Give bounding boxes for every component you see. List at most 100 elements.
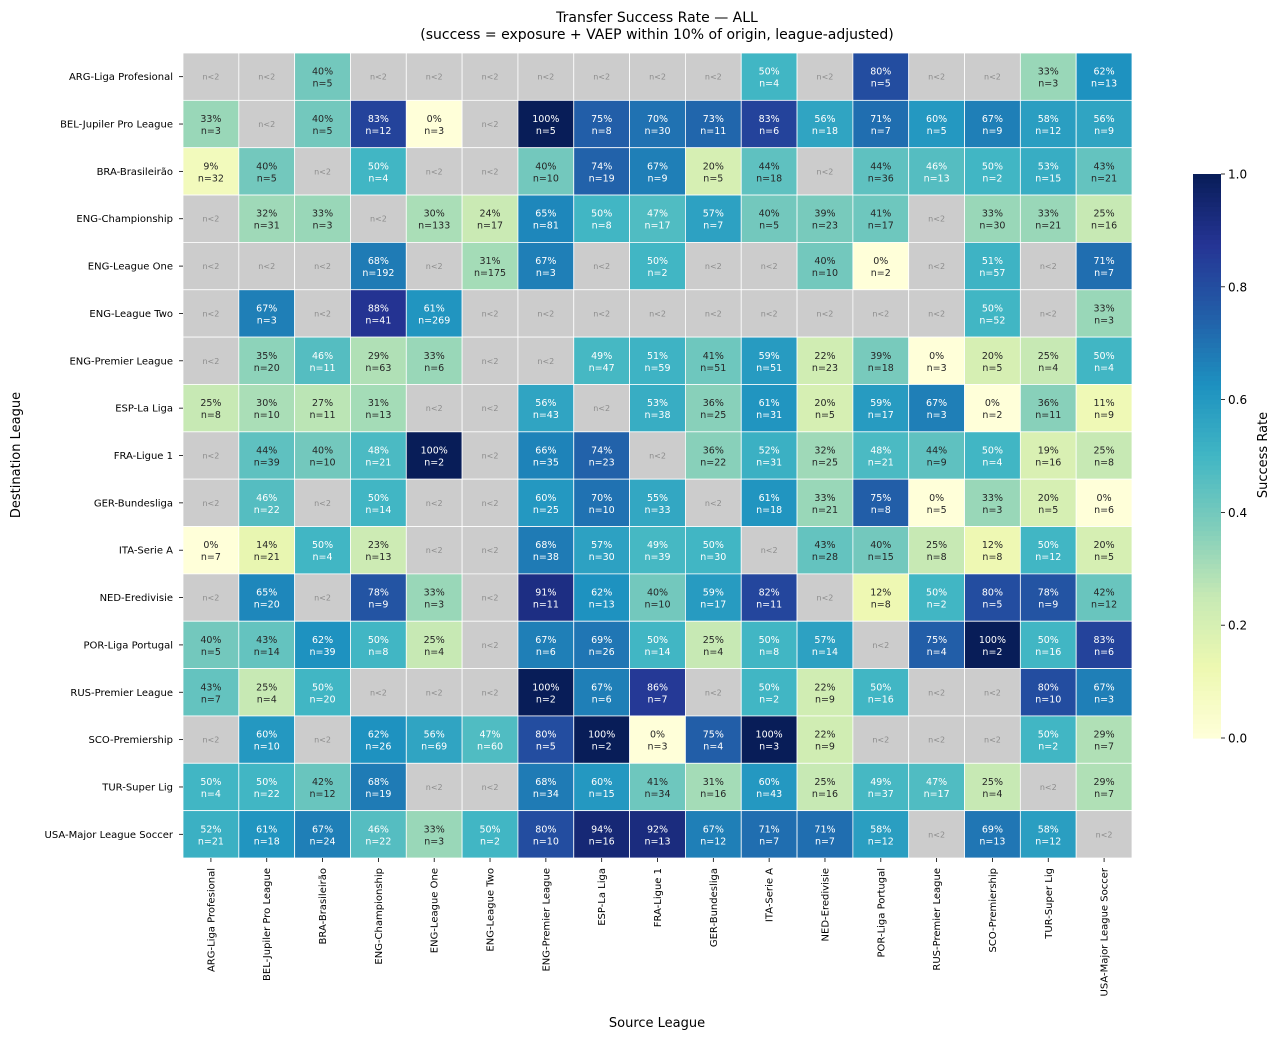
cell-rate-label: 44% — [870, 161, 891, 172]
cell-rate-label: 71% — [759, 824, 780, 835]
cell-rate-label: 39% — [814, 209, 835, 220]
cell-count-label: n=14 — [644, 647, 670, 658]
x-tick-label: FRA-Ligue 1 — [653, 868, 664, 927]
colorbar-tick-label: 0.6 — [1228, 393, 1247, 407]
heatmap-cell — [573, 478, 630, 527]
heatmap-cell — [685, 99, 742, 149]
heatmap-cell — [852, 715, 910, 764]
cell-count-label: n=7 — [759, 836, 779, 847]
colorbar-segment — [1193, 634, 1221, 640]
cell-count-label: n=10 — [310, 458, 336, 469]
cell-rate-label: 33% — [1038, 209, 1059, 220]
colorbar-segment — [1193, 493, 1221, 499]
heatmap-cell — [852, 289, 910, 338]
y-tick-label: ITA-Serie A — [119, 546, 173, 557]
heatmap-cells: n<2 n<2 40%n=5n<2 n<2 n<2 n<2 n<2 n<2 n<2 50%n=4n… — [182, 52, 1133, 859]
colorbar-tick-label: 0.2 — [1228, 619, 1247, 633]
colorbar-segment — [1193, 587, 1221, 593]
cell-count-label: n=12 — [700, 836, 726, 847]
colorbar-segment — [1193, 343, 1221, 349]
cell-count-label: n=3 — [927, 363, 947, 374]
cell-rate-label: 50% — [982, 303, 1003, 314]
colorbar-segment — [1193, 446, 1221, 452]
colorbar-segment — [1193, 540, 1221, 546]
cell-rate-label: 31% — [368, 398, 389, 409]
cell-rate-label: 12% — [982, 540, 1003, 551]
colorbar-segment — [1193, 676, 1221, 683]
cell-count-label: n=21 — [868, 458, 894, 469]
cell-rate-label: 33% — [1094, 303, 1115, 314]
cell-rate-label: 62% — [312, 635, 333, 646]
cell-rate-label: 41% — [703, 351, 724, 362]
cell-count-label: n=38 — [644, 410, 670, 421]
colorbar-segment — [1193, 423, 1221, 429]
cell-count-label: n=15 — [589, 789, 615, 800]
cell-count-label: n=39 — [310, 647, 336, 658]
colorbar-segment — [1193, 305, 1221, 311]
heatmap-cell — [405, 242, 463, 291]
heatmap-cell — [405, 620, 463, 669]
cell-rate-label: 14% — [256, 540, 277, 551]
y-tick-label: TUR-Super Lig — [101, 782, 173, 793]
cell-rate-label: 57% — [591, 540, 612, 551]
colorbar-segment — [1193, 521, 1221, 528]
cell-rate-label: 47% — [479, 730, 500, 741]
cell-count-label: n=8 — [592, 126, 612, 137]
cell-rate-label: 40% — [870, 540, 891, 551]
cell-rate-label: 33% — [200, 114, 221, 125]
cell-rate-label: 39% — [870, 351, 891, 362]
colorbar-segment — [1193, 479, 1221, 485]
colorbar-segment — [1193, 582, 1221, 589]
y-tick-label: ARG-Liga Profesional — [69, 72, 173, 83]
cell-count-label: n=6 — [424, 363, 444, 374]
cell-missing-label: n<2 — [928, 262, 945, 271]
cell-count-label: n=9 — [815, 742, 835, 753]
heatmap-cell — [629, 620, 686, 669]
heatmap-cell — [740, 668, 798, 717]
cell-missing-label: n<2 — [984, 688, 1001, 697]
cell-rate-label: 50% — [982, 446, 1003, 457]
colorbar-segment — [1193, 249, 1221, 255]
heatmap-cell — [350, 573, 407, 622]
cell-count-label: n=4 — [1094, 363, 1114, 374]
cell-rate-label: 80% — [982, 588, 1003, 599]
cell-count-label: n=4 — [201, 789, 221, 800]
cell-missing-label: n<2 — [1040, 309, 1057, 318]
x-tick-label: ARG-Liga Profesional — [206, 868, 217, 972]
cell-count-label: n=12 — [868, 836, 894, 847]
heatmap-cell — [908, 478, 965, 527]
heatmap-cell — [796, 289, 854, 338]
cell-missing-label: n<2 — [537, 357, 554, 366]
colorbar-segment — [1193, 291, 1221, 297]
cell-missing-label: n<2 — [537, 309, 554, 318]
cell-rate-label: 50% — [1038, 635, 1059, 646]
cell-rate-label: 57% — [814, 635, 835, 646]
cell-count-label: n=16 — [1091, 221, 1117, 232]
colorbar-segment — [1193, 324, 1221, 330]
cell-rate-label: 31% — [703, 777, 724, 788]
cell-rate-label: 25% — [1094, 209, 1115, 220]
colorbar-segment — [1193, 206, 1221, 213]
y-axis-label: Destination League — [9, 392, 24, 518]
colorbar-segment — [1193, 230, 1221, 236]
cell-count-label: n=43 — [756, 789, 782, 800]
cell-count-label: n=9 — [647, 173, 667, 184]
heatmap-cell — [1019, 147, 1077, 196]
cell-count-label: n=18 — [868, 363, 894, 374]
cell-count-label: n=8 — [982, 552, 1002, 563]
cell-count-label: n=5 — [871, 79, 891, 90]
heatmap-cell — [908, 620, 965, 669]
cell-missing-label: n<2 — [258, 73, 275, 82]
cell-count-label: n=4 — [982, 458, 1002, 469]
colorbar-segment — [1193, 390, 1221, 396]
colorbar-segment — [1193, 658, 1221, 664]
cell-rate-label: 49% — [647, 540, 668, 551]
cell-count-label: n=12 — [1091, 600, 1117, 611]
cell-missing-label: n<2 — [482, 688, 499, 697]
colorbar-segment — [1193, 277, 1221, 283]
colorbar-segment — [1193, 239, 1221, 246]
cell-missing-label: n<2 — [928, 830, 945, 839]
y-tick-label: NED-Eredivisie — [100, 593, 173, 604]
colorbar-segment — [1193, 719, 1221, 725]
